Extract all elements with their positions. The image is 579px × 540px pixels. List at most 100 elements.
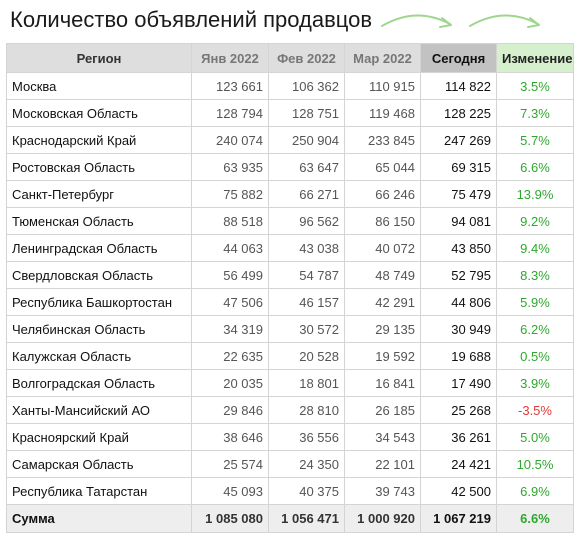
cell-change: 5.9% [496,288,574,316]
header-region: Регион [6,43,192,73]
cell-feb: 20 528 [268,342,345,370]
cell-mar: 110 915 [344,72,421,100]
table-row: Санкт-Петербург 75 882 66 271 66 246 75 479 1… [6,180,574,208]
cell-change: 13.9% [496,180,574,208]
cell-jan: 47 506 [191,288,269,316]
cell-region: Тюменская Область [6,207,192,235]
cell-change: 3.5% [496,72,574,100]
cell-today: 19 688 [420,342,497,370]
cell-today: 30 949 [420,315,497,343]
cell-feb: 18 801 [268,369,345,397]
cell-mar: 26 185 [344,396,421,424]
cell-region: Волгоградская Область [6,369,192,397]
cell-jan: 75 882 [191,180,269,208]
cell-mar: 48 749 [344,261,421,289]
cell-mar: 119 468 [344,99,421,127]
cell-today: 247 269 [420,126,497,154]
cell-mar: 22 101 [344,450,421,478]
curved-arrow-icon [381,14,452,28]
table-row: Москва 123 661 106 362 110 915 114 822 3.5% [6,72,574,100]
curved-arrow-icon [469,14,540,28]
cell-feb: 54 787 [268,261,345,289]
cell-feb: 63 647 [268,153,345,181]
table-row: Калужская Область 22 635 20 528 19 592 19 68… [6,342,574,370]
cell-region: Ростовская Область [6,153,192,181]
total-jan: 1 085 080 [191,504,269,533]
cell-change: -3.5% [496,396,574,424]
cell-change: 0.5% [496,342,574,370]
table-row: Волгоградская Область 20 035 18 801 16 841 1… [6,369,574,397]
table-header-row: Регион Янв 2022 Фев 2022 Мар 2022 Сегодн… [6,43,574,73]
cell-mar: 65 044 [344,153,421,181]
cell-change: 6.9% [496,477,574,505]
cell-feb: 106 362 [268,72,345,100]
total-label: Сумма [6,504,192,533]
header-today: Сегодня [420,43,497,73]
cell-region: Краснодарский Край [6,126,192,154]
cell-jan: 45 093 [191,477,269,505]
cell-region: Республика Башкортостан [6,288,192,316]
cell-jan: 88 518 [191,207,269,235]
cell-feb: 66 271 [268,180,345,208]
header-feb: Фев 2022 [268,43,345,73]
cell-change: 5.7% [496,126,574,154]
cell-region: Самарская Область [6,450,192,478]
cell-today: 52 795 [420,261,497,289]
table-row: Ленинградская Область 44 063 43 038 40 072 4… [6,234,574,262]
cell-jan: 123 661 [191,72,269,100]
cell-jan: 29 846 [191,396,269,424]
cell-region: Москва [6,72,192,100]
table-row: Краснодарский Край 240 074 250 904 233 845 2… [6,126,574,154]
cell-change: 7.3% [496,99,574,127]
cell-change: 9.4% [496,234,574,262]
cell-region: Московская Область [6,99,192,127]
table-row: Ростовская Область 63 935 63 647 65 044 69 3… [6,153,574,181]
cell-feb: 46 157 [268,288,345,316]
cell-region: Ханты-Мансийский АО [6,396,192,424]
table-row: Тюменская Область 88 518 96 562 86 150 94 08… [6,207,574,235]
cell-jan: 128 794 [191,99,269,127]
cell-today: 42 500 [420,477,497,505]
total-mar: 1 000 920 [344,504,421,533]
cell-mar: 42 291 [344,288,421,316]
cell-region: Санкт-Петербург [6,180,192,208]
cell-jan: 44 063 [191,234,269,262]
cell-today: 75 479 [420,180,497,208]
cell-jan: 56 499 [191,261,269,289]
cell-today: 25 268 [420,396,497,424]
table-row: Самарская Область 25 574 24 350 22 101 24 42… [6,450,574,478]
total-change: 6.6% [496,504,574,533]
table-row: Красноярский Край 38 646 36 556 34 543 36 26… [6,423,574,451]
cell-region: Челябинская Область [6,315,192,343]
cell-feb: 30 572 [268,315,345,343]
cell-mar: 40 072 [344,234,421,262]
cell-feb: 96 562 [268,207,345,235]
cell-change: 8.3% [496,261,574,289]
curved-arrows-decoration [381,14,540,28]
table-row: Республика Татарстан 45 093 40 375 39 743 42… [6,477,574,505]
cell-mar: 29 135 [344,315,421,343]
cell-feb: 250 904 [268,126,345,154]
cell-mar: 86 150 [344,207,421,235]
table-total-row: Сумма 1 085 080 1 056 471 1 000 920 1 06… [6,504,574,533]
cell-region: Свердловская Область [6,261,192,289]
cell-jan: 63 935 [191,153,269,181]
table-row: Свердловская Область 56 499 54 787 48 749 52… [6,261,574,289]
cell-change: 6.6% [496,153,574,181]
cell-jan: 25 574 [191,450,269,478]
table-row: Республика Башкортостан 47 506 46 157 42 29… [6,288,574,316]
header-jan: Янв 2022 [191,43,269,73]
cell-jan: 240 074 [191,126,269,154]
cell-today: 36 261 [420,423,497,451]
cell-jan: 22 635 [191,342,269,370]
cell-region: Калужская Область [6,342,192,370]
cell-change: 5.0% [496,423,574,451]
cell-mar: 34 543 [344,423,421,451]
cell-region: Ленинградская Область [6,234,192,262]
cell-jan: 20 035 [191,369,269,397]
cell-jan: 34 319 [191,315,269,343]
cell-today: 17 490 [420,369,497,397]
cell-feb: 43 038 [268,234,345,262]
cell-mar: 39 743 [344,477,421,505]
cell-feb: 40 375 [268,477,345,505]
